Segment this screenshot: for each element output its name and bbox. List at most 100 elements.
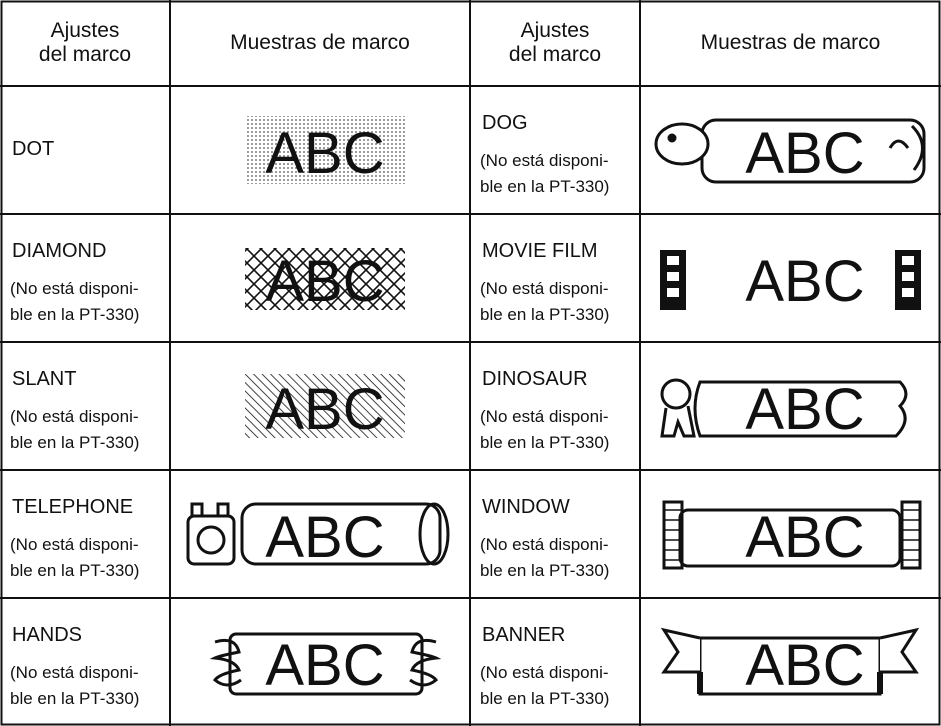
decoration xyxy=(693,380,908,438)
header-line: Muestras de marco xyxy=(230,31,410,54)
sample-text: ABC xyxy=(745,633,864,698)
setting-note: (No está disponi-ble en la PT-330) xyxy=(10,404,139,456)
setting-name: MOVIE FILM xyxy=(482,240,598,262)
frame-sample: ABC xyxy=(186,502,450,570)
frame-sample: ABC xyxy=(660,377,908,442)
decoration xyxy=(902,256,914,265)
frame-sample: ABC xyxy=(662,500,922,570)
note-line: ble en la PT-330) xyxy=(10,561,140,580)
setting-name: TELEPHONE xyxy=(12,496,134,518)
decoration xyxy=(245,116,405,184)
decoration xyxy=(245,374,405,438)
note-line: ble en la PT-330) xyxy=(10,305,140,324)
setting-name: DOG xyxy=(482,112,528,134)
note-line: ble en la PT-330) xyxy=(10,689,140,708)
header-cell: Muestras de marco xyxy=(640,0,941,86)
sample-text: ABC xyxy=(265,249,384,314)
sample-text: ABC xyxy=(745,377,864,442)
note-line: (No está disponi- xyxy=(10,407,139,426)
decoration xyxy=(662,500,684,570)
note-line: (No está disponi- xyxy=(480,535,609,554)
note-line: ble en la PT-330) xyxy=(480,561,610,580)
frame-sample: ABC xyxy=(245,116,405,186)
setting-cell: DINOSAUR (No está disponi-ble en la PT-33… xyxy=(470,342,640,470)
setting-note: (No está disponi-ble en la PT-330) xyxy=(10,276,139,328)
setting-cell: HANDS (No está disponi-ble en la PT-330) xyxy=(0,598,170,726)
decoration xyxy=(190,502,230,516)
decoration xyxy=(697,672,883,694)
setting-cell: DOT xyxy=(0,86,170,214)
header-line: del marco xyxy=(508,43,602,66)
setting-cell: SLANT (No está disponi-ble en la PT-330) xyxy=(0,342,170,470)
setting-name: DIAMOND xyxy=(12,240,107,262)
setting-cell: DIAMOND (No está disponi-ble en la PT-330… xyxy=(0,214,170,342)
decoration xyxy=(678,508,902,568)
header-cell: Muestras de marco xyxy=(170,0,470,86)
decoration xyxy=(228,632,424,696)
decoration xyxy=(240,502,442,566)
decoration xyxy=(667,133,677,143)
decoration xyxy=(888,124,924,171)
decoration xyxy=(660,378,692,410)
decoration xyxy=(409,638,442,687)
setting-cell: BANNER (No está disponi-ble en la PT-330) xyxy=(470,598,640,726)
decoration xyxy=(186,514,236,566)
sample-text: ABC xyxy=(265,633,384,698)
setting-note: (No está disponi-ble en la PT-330) xyxy=(10,660,139,712)
header-line: del marco xyxy=(38,43,132,66)
note-line: (No está disponi- xyxy=(480,663,609,682)
note-line: (No está disponi- xyxy=(10,663,139,682)
note-line: ble en la PT-330) xyxy=(480,177,610,196)
frame-sample: ABC xyxy=(660,249,921,314)
frame-sample: ABC xyxy=(209,632,442,698)
sample-text: ABC xyxy=(745,505,864,570)
setting-note: (No está disponi-ble en la PT-330) xyxy=(480,276,609,328)
setting-note: (No está disponi-ble en la PT-330) xyxy=(480,148,609,200)
decoration xyxy=(418,502,450,566)
decoration xyxy=(667,288,679,297)
sample-text: ABC xyxy=(265,377,384,442)
setting-note: (No está disponi-ble en la PT-330) xyxy=(480,660,609,712)
header-line: Ajustes xyxy=(520,19,590,42)
decoration xyxy=(902,288,914,297)
setting-cell: WINDOW (No está disponi-ble en la PT-330) xyxy=(470,470,640,598)
decoration xyxy=(660,405,696,438)
decoration xyxy=(209,638,242,687)
decoration xyxy=(660,627,701,674)
sample-text: ABC xyxy=(265,505,384,570)
setting-note: (No está disponi-ble en la PT-330) xyxy=(480,532,609,584)
note-line: (No está disponi- xyxy=(480,279,609,298)
frame-sample: ABC xyxy=(245,374,405,442)
header-line: Ajustes xyxy=(50,19,120,42)
sample-text: ABC xyxy=(745,121,864,186)
note-line: ble en la PT-330) xyxy=(10,433,140,452)
note-line: ble en la PT-330) xyxy=(480,433,610,452)
decoration xyxy=(900,500,922,570)
frame-sample: ABC xyxy=(660,627,920,698)
header-line: Muestras de marco xyxy=(700,31,881,54)
header-cell: Ajustes del marco xyxy=(0,0,170,86)
setting-note: (No está disponi-ble en la PT-330) xyxy=(10,532,139,584)
note-line: (No está disponi- xyxy=(10,279,139,298)
decoration xyxy=(654,122,710,166)
setting-name: DOT xyxy=(12,138,55,160)
setting-name: BANNER xyxy=(482,624,566,646)
sample-text: ABC xyxy=(745,249,864,314)
decoration xyxy=(667,272,679,281)
decoration xyxy=(902,272,914,281)
note-line: (No está disponi- xyxy=(480,407,609,426)
decoration xyxy=(667,256,679,265)
setting-name: SLANT xyxy=(12,368,77,390)
note-line: ble en la PT-330) xyxy=(480,689,610,708)
frame-sample: ABC xyxy=(245,248,405,314)
note-line: (No está disponi- xyxy=(480,151,609,170)
decoration xyxy=(879,627,920,674)
setting-name: DINOSAUR xyxy=(482,368,588,390)
setting-cell: TELEPHONE (No está disponi-ble en la PT-3… xyxy=(0,470,170,598)
setting-name: HANDS xyxy=(12,624,83,646)
note-line: (No está disponi- xyxy=(10,535,139,554)
frame-sample: ABC xyxy=(654,118,926,186)
decoration xyxy=(245,248,405,310)
